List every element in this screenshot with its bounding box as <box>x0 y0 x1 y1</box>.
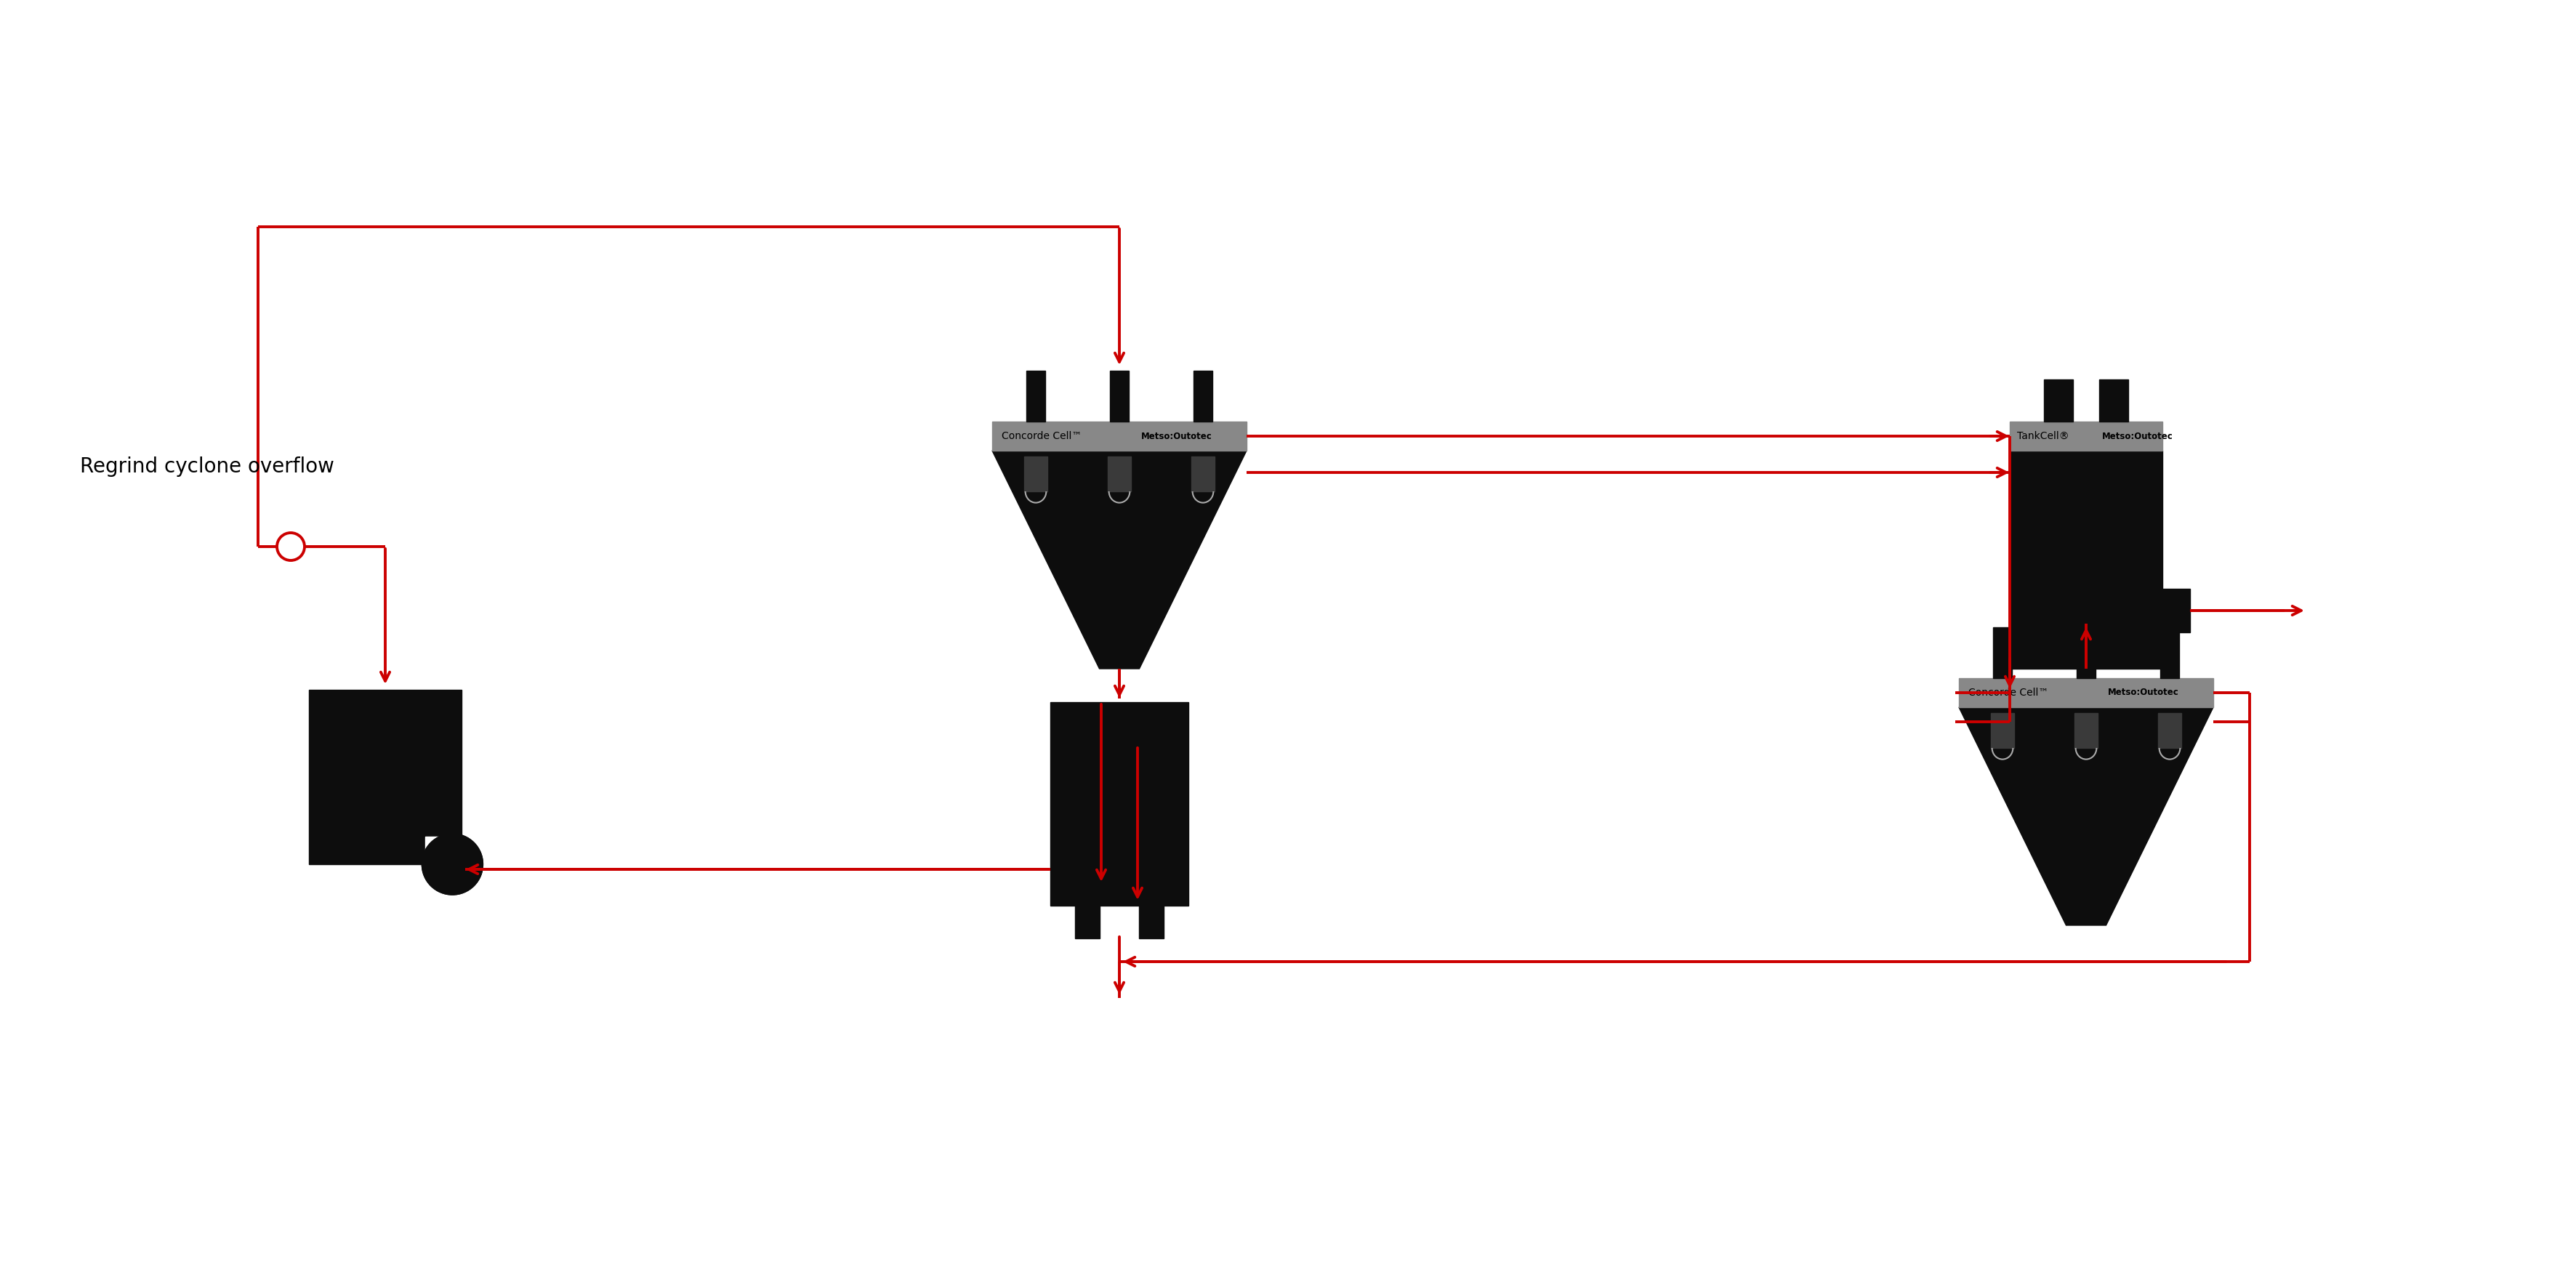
Polygon shape <box>1110 371 1128 421</box>
Polygon shape <box>1958 707 2213 925</box>
Polygon shape <box>1958 679 2213 707</box>
Polygon shape <box>1190 456 1216 491</box>
Polygon shape <box>1139 905 1164 939</box>
Polygon shape <box>2099 380 2128 421</box>
Text: Concorde Cell™: Concorde Cell™ <box>1002 431 1082 442</box>
Polygon shape <box>992 421 1247 451</box>
Text: Metso:Outotec: Metso:Outotec <box>2102 431 2174 440</box>
Polygon shape <box>1193 371 1213 421</box>
Polygon shape <box>2161 627 2179 679</box>
Polygon shape <box>2009 421 2161 451</box>
Polygon shape <box>2076 627 2094 679</box>
Polygon shape <box>2009 451 2161 668</box>
Polygon shape <box>2074 714 2097 748</box>
Polygon shape <box>992 451 1247 668</box>
Polygon shape <box>425 837 461 863</box>
Text: Metso:Outotec: Metso:Outotec <box>1141 431 1213 440</box>
Text: Metso:Outotec: Metso:Outotec <box>2107 688 2179 697</box>
Circle shape <box>422 833 482 895</box>
Circle shape <box>422 833 482 895</box>
Text: Concorde Cell™: Concorde Cell™ <box>1968 688 2048 698</box>
Polygon shape <box>1074 905 1100 939</box>
Text: TankCell®: TankCell® <box>2017 431 2069 442</box>
Polygon shape <box>2159 714 2182 748</box>
Polygon shape <box>1108 456 1131 491</box>
Text: Regrind cyclone overflow: Regrind cyclone overflow <box>80 456 335 477</box>
Polygon shape <box>1991 714 2014 748</box>
Polygon shape <box>1994 627 2012 679</box>
Polygon shape <box>1051 702 1188 905</box>
Polygon shape <box>2043 380 2074 421</box>
Polygon shape <box>2161 589 2190 632</box>
Polygon shape <box>1025 456 1048 491</box>
Polygon shape <box>309 690 461 864</box>
Polygon shape <box>1025 371 1046 421</box>
